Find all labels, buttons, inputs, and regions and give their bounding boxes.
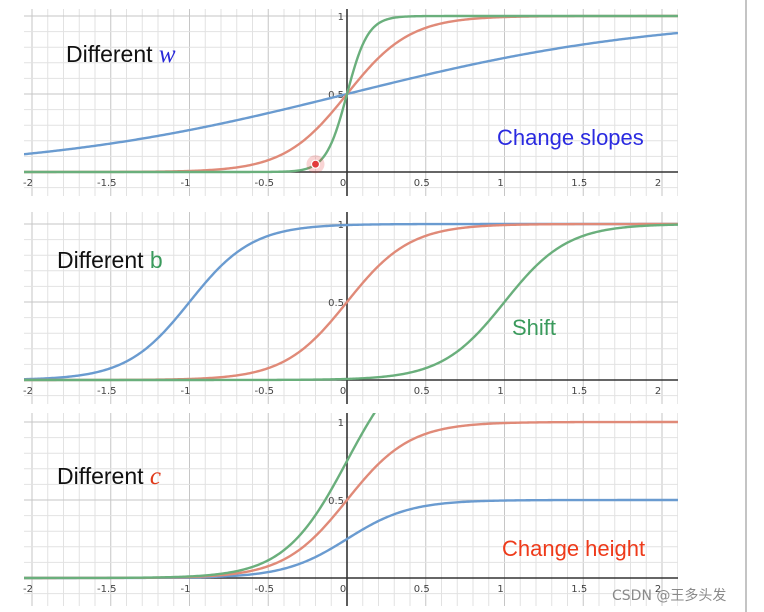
x-tick-label: 1.5	[571, 386, 587, 397]
x-tick-label: 1.5	[571, 178, 587, 189]
x-tick-label: 2	[655, 178, 661, 189]
x-tick-label: -0.5	[254, 584, 274, 595]
x-tick-label: -1.5	[97, 584, 117, 595]
panel-title: Different b	[57, 247, 163, 273]
series-group	[24, 14, 678, 174]
x-tick-label: -1.5	[97, 386, 117, 397]
series-line-b-5	[24, 223, 678, 382]
title-variable: w	[159, 41, 176, 68]
x-tick-label: -2	[23, 584, 33, 595]
x-tick-label: 0	[340, 386, 346, 397]
x-tick-label: 0.5	[414, 386, 430, 397]
x-tick-label: -1	[181, 178, 191, 189]
title-prefix: Different	[57, 247, 150, 273]
y-tick-label: 0.5	[328, 496, 344, 507]
x-tick-label: 1	[497, 584, 503, 595]
x-tick-label: 2	[655, 584, 661, 595]
panel-title: Different w	[66, 41, 176, 68]
y-tick-label: 1	[338, 418, 344, 429]
x-tick-label: 0.5	[414, 178, 430, 189]
series-line-w-15	[24, 14, 678, 174]
x-tick-label: -1.5	[97, 178, 117, 189]
series-group	[24, 222, 678, 382]
x-tick-label: 1	[497, 386, 503, 397]
y-tick-label: 1	[338, 12, 344, 23]
panel-title: Different c	[57, 463, 161, 490]
annotation-label: Change slopes	[497, 125, 644, 150]
annotation-label: Change height	[502, 536, 645, 561]
cursor-dot	[310, 159, 321, 169]
x-tick-label: 1.5	[571, 584, 587, 595]
title-prefix: Different	[57, 463, 150, 489]
chart-panel-3: -2 -1.5 -1 -0.5 0 0.5 1 1.5 2 0.5 1 Different c Chan…	[23, 413, 678, 606]
series-group	[24, 413, 678, 580]
x-tick-label: 1	[497, 178, 503, 189]
grid	[24, 413, 678, 606]
y-tick-label: 0.5	[328, 298, 344, 309]
x-tick-label: -2	[23, 178, 33, 189]
x-tick-label: 0	[340, 178, 346, 189]
title-prefix: Different	[66, 41, 159, 67]
title-variable: c	[150, 463, 161, 490]
x-tick-label: -0.5	[254, 178, 274, 189]
title-variable: b	[150, 247, 163, 273]
x-tick-label: 0	[340, 584, 346, 595]
annotation-label: Shift	[512, 315, 556, 340]
x-tick-label: -2	[23, 386, 33, 397]
x-tick-label: -1	[181, 584, 191, 595]
watermark: CSDN @王多头发	[612, 587, 726, 604]
x-tick-label: 0.5	[414, 584, 430, 595]
x-tick-label: -1	[181, 386, 191, 397]
x-tick-label: -0.5	[254, 386, 274, 397]
x-tick-label: 2	[655, 386, 661, 397]
series-line-c-1-5	[24, 413, 376, 580]
